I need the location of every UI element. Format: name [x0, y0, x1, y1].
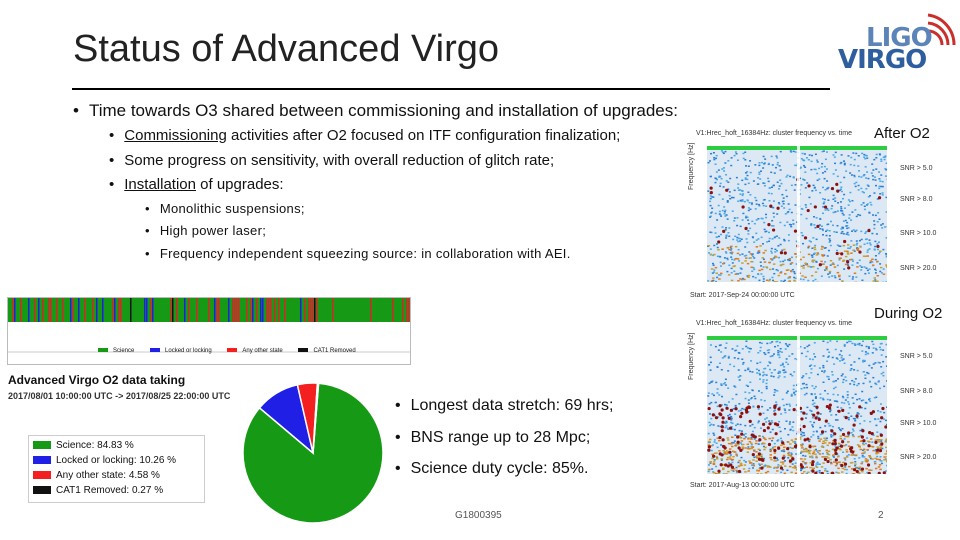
legend-swatch: [298, 348, 309, 353]
subsub-bullet-2-text: High power laser;: [159, 223, 267, 238]
title-underline: [72, 88, 830, 90]
legend-swatch: [33, 456, 51, 465]
stat-bullet-3: • Science duty cycle: 85%.: [395, 460, 588, 478]
bullet-dot-icon: •: [109, 152, 115, 169]
legend-row: CAT1 Removed: 0.27 %: [33, 485, 163, 499]
logo-virgo-text: VIRGO: [838, 45, 927, 75]
legend-swatch: [227, 348, 238, 353]
stat-bullet-1-text: Longest data stretch: 69 hrs;: [410, 397, 614, 414]
status-timeline: Science Locked or locking Any other stat…: [7, 297, 411, 365]
stat-bullet-3-text: Science duty cycle: 85%.: [410, 460, 589, 477]
spectrogram-after-o2: V1:Hrec_hoft_16384Hz: cluster frequency …: [688, 130, 950, 300]
bullet-dot-icon: •: [145, 246, 150, 261]
slide-title: Status of Advanced Virgo: [73, 28, 500, 70]
bullet-dot-icon: •: [395, 460, 401, 477]
legend-snr-3: SNR > 10.0: [900, 420, 937, 427]
sub-bullet-1-text: activities after O2 focused on ITF confi…: [226, 127, 621, 144]
legend-row: Any other state: 4.58 %: [33, 470, 160, 484]
plot-ylabel: Frequency [Hz]: [688, 142, 695, 190]
pie-slice-cat1: [312, 382, 320, 454]
status-legend: Science Locked or locking Any other stat…: [98, 348, 356, 354]
legend-snr-2: SNR > 8.0: [900, 388, 933, 395]
legend-row: Locked or locking: 10.26 %: [33, 455, 176, 469]
legend-snr-4: SNR > 20.0: [900, 265, 937, 272]
status-legend-science: Science: [113, 348, 135, 354]
legend-snr-3: SNR > 10.0: [900, 230, 937, 237]
legend-snr-2: SNR > 8.0: [900, 196, 933, 203]
plot-start-time: Start: 2017-Aug-13 00:00:00 UTC: [690, 482, 795, 489]
legend-swatch: [33, 471, 51, 480]
data-taking-range: 2017/08/01 10:00:00 UTC -> 2017/08/25 22…: [8, 391, 231, 401]
status-legend-locked: Locked or locking: [165, 348, 212, 354]
sub-bullet-3-underlined: Installation: [124, 176, 196, 193]
sub-bullet-1: • Commissioning activities after O2 focus…: [109, 127, 620, 144]
bullet-dot-icon: •: [145, 201, 150, 216]
subsub-bullet-1-text: Monolithic suspensions;: [159, 201, 305, 216]
data-taking-title: Advanced Virgo O2 data taking: [8, 373, 186, 387]
legend-row: Science: 84.83 %: [33, 440, 134, 454]
footer-document-id: G1800395: [455, 510, 502, 521]
subsub-bullet-3: • Frequency independent squeezing source:…: [145, 246, 571, 261]
legend-snr-4: SNR > 20.0: [900, 454, 937, 461]
legend-label-cat1: CAT1 Removed: 0.27 %: [56, 485, 164, 496]
legend-swatch: [150, 348, 161, 353]
stat-bullet-2: • BNS range up to 28 Mpc;: [395, 429, 590, 447]
legend-swatch: [98, 348, 108, 353]
subsub-bullet-2: • High power laser;: [145, 223, 266, 238]
plot-start-time: Start: 2017-Sep-24 00:00:00 UTC: [690, 292, 795, 299]
plot-title: V1:Hrec_hoft_16384Hz: cluster frequency …: [696, 130, 853, 137]
bullet-dot-icon: •: [145, 223, 150, 238]
after-o2-label: After O2: [874, 125, 930, 142]
plot-ylabel: Frequency [Hz]: [688, 332, 695, 380]
spectrogram-during-o2: V1:Hrec_hoft_16384Hz: cluster frequency …: [688, 320, 950, 492]
pie-chart: [240, 380, 386, 526]
status-legend-cat1: CAT1 Removed: [313, 348, 356, 354]
main-bullet-text: Time towards O3 shared between commissio…: [88, 101, 678, 120]
during-o2-label: During O2: [874, 305, 943, 322]
bullet-dot-icon: •: [109, 127, 115, 144]
subsub-bullet-3-text: Frequency independent squeezing source: …: [159, 246, 571, 261]
bullet-dot-icon: •: [395, 397, 401, 414]
sub-bullet-2: • Some progress on sensitivity, with over…: [109, 152, 554, 169]
legend-swatch: [33, 486, 51, 495]
spectrogram-canvas: [707, 336, 887, 474]
main-bullet: • Time towards O3 shared between commissi…: [73, 101, 678, 121]
sub-bullet-1-underlined: Commissioning: [124, 127, 227, 144]
legend-label-locked: Locked or locking: 10.26 %: [56, 455, 177, 466]
status-legend-other: Any other state: [242, 348, 283, 354]
ligo-virgo-logo: LIGO VIRGO: [836, 5, 958, 75]
slide-number: 2: [878, 510, 884, 521]
legend-swatch: [33, 441, 51, 450]
stat-bullet-2-text: BNS range up to 28 Mpc;: [410, 429, 591, 446]
sub-bullet-3-text: of upgrades:: [195, 176, 284, 193]
bullet-dot-icon: •: [395, 429, 401, 446]
plot-title: V1:Hrec_hoft_16384Hz: cluster frequency …: [696, 320, 853, 327]
legend-snr-1: SNR > 5.0: [900, 353, 933, 360]
legend-snr-1: SNR > 5.0: [900, 165, 933, 172]
legend-label-other: Any other state: 4.58 %: [56, 470, 160, 481]
bullet-dot-icon: •: [109, 176, 115, 193]
legend-label-science: Science: 84.83 %: [56, 440, 134, 451]
pie-legend: Science: 84.83 % Locked or locking: 10.2…: [28, 435, 205, 503]
bullet-dot-icon: •: [73, 101, 79, 120]
sub-bullet-3: • Installation of upgrades:: [109, 176, 284, 193]
spectrogram-canvas: [707, 146, 887, 282]
logo-ligo-text: LIGO: [866, 23, 933, 53]
subsub-bullet-1: • Monolithic suspensions;: [145, 201, 305, 216]
sub-bullet-2-text: Some progress on sensitivity, with overa…: [124, 152, 555, 169]
stat-bullet-1: • Longest data stretch: 69 hrs;: [395, 397, 613, 415]
